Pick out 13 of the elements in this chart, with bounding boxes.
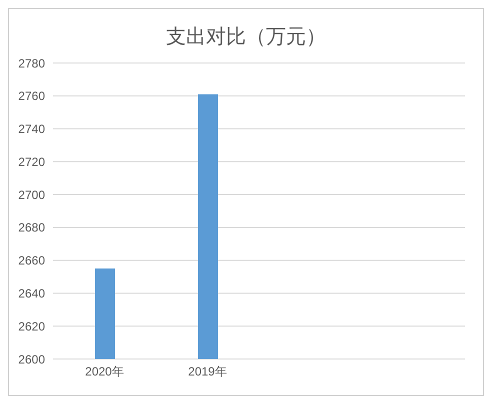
x-tick-label: 2019年 [188, 364, 227, 379]
y-tick-label: 2720 [18, 154, 46, 169]
y-tick-label: 2640 [18, 286, 46, 300]
y-tick-label: 2680 [18, 220, 46, 235]
y-tick-label: 2760 [18, 89, 46, 104]
y-tick-label: 2780 [18, 56, 46, 70]
chart-title: 支出对比（万元） [165, 25, 327, 50]
y-tick-label: 2600 [18, 352, 46, 366]
y-tick-label: 2740 [18, 122, 46, 136]
y-tick-label: 2620 [18, 319, 46, 334]
y-tick-label: 2660 [18, 254, 46, 268]
x-tick-label: 2020年 [85, 364, 124, 379]
y-tick-label: 2700 [18, 188, 46, 202]
